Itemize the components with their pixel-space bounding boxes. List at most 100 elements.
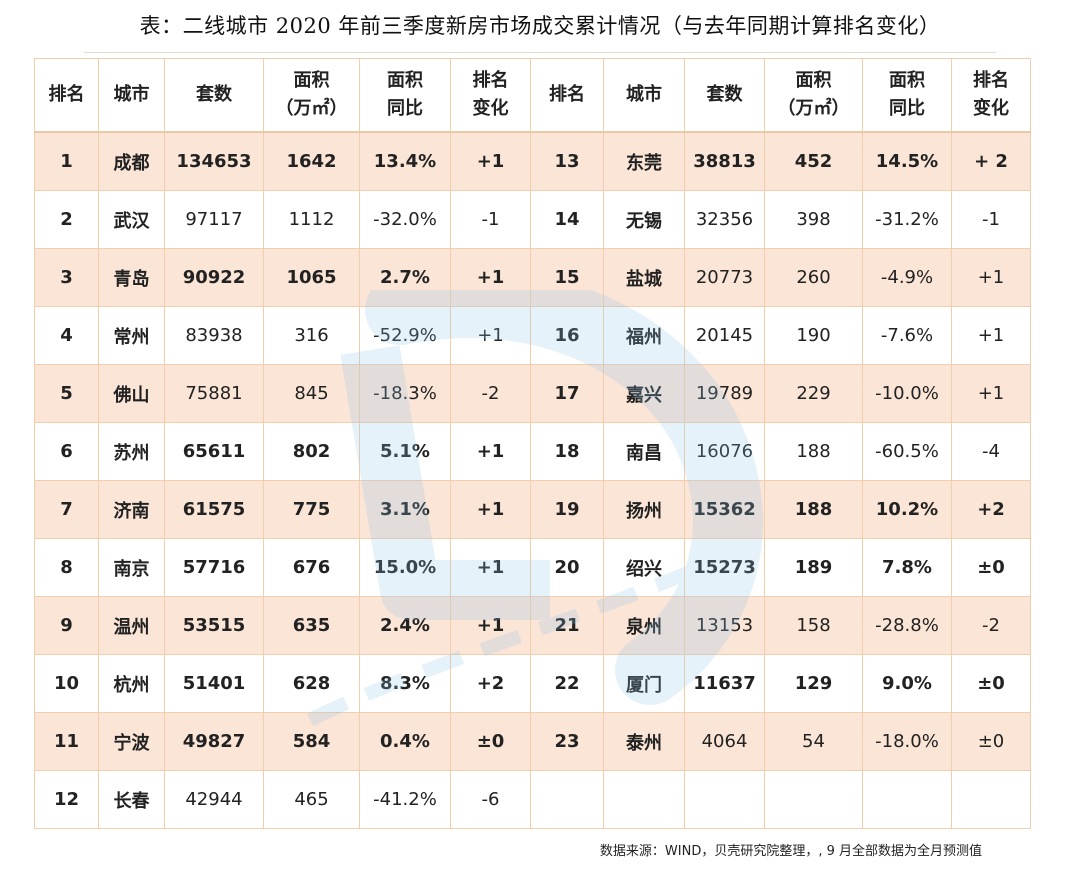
header-area-line1: 面积: [293, 70, 330, 91]
cell-rank: 5: [34, 364, 99, 423]
cell-units: 16076: [684, 422, 765, 481]
cell-rank: 9: [34, 596, 99, 655]
header-row: 排名 城市 套数 面积 （万㎡） 面积 同比 排名 变化 排名 城市 套数 面积 （万㎡…: [34, 58, 1031, 133]
header-yoy-line1: 面积: [889, 70, 925, 91]
cell-city: 温州: [98, 596, 165, 655]
cell-yoy: -41.2%: [359, 770, 451, 829]
cell-area: 316: [263, 306, 360, 365]
table-row: 6 苏州 65611 802 5.1% +1 18 南昌 16076 188 -60.5% -4: [34, 422, 1031, 481]
cell-area: 676: [263, 538, 360, 597]
cell-area: [764, 770, 863, 829]
table-row: 3 青岛 90922 1065 2.7% +1 15 盐城 20773 260 -4.9% +1: [34, 248, 1031, 307]
cell-change: +1: [951, 364, 1031, 423]
cell-area: 188: [764, 422, 863, 481]
cell-area: 229: [764, 364, 863, 423]
cell-change: +2: [951, 480, 1031, 539]
cell-yoy: 3.1%: [359, 480, 451, 539]
cell-city: 绍兴: [603, 538, 685, 597]
cell-yoy: -60.5%: [862, 422, 952, 481]
cell-city: 无锡: [603, 190, 685, 249]
cell-rank: 16: [530, 306, 604, 365]
cell-yoy: 13.4%: [359, 131, 451, 191]
header-rank-change-line2: 变化: [472, 98, 509, 119]
cell-city: 泰州: [603, 712, 685, 771]
header-units: 套数: [684, 58, 765, 133]
cell-change: ±0: [450, 712, 531, 771]
cell-units: [684, 770, 765, 829]
cell-units: 75881: [164, 364, 264, 423]
cell-yoy: -7.6%: [862, 306, 952, 365]
cell-city: 嘉兴: [603, 364, 685, 423]
cell-change: -6: [450, 770, 531, 829]
cell-city: 成都: [98, 131, 165, 191]
header-units: 套数: [164, 58, 264, 133]
cell-yoy: -32.0%: [359, 190, 451, 249]
header-yoy-line1: 面积: [387, 70, 423, 91]
cell-rank: 6: [34, 422, 99, 481]
cell-area: 802: [263, 422, 360, 481]
cell-yoy: 2.7%: [359, 248, 451, 307]
cell-city: 扬州: [603, 480, 685, 539]
cell-yoy: 15.0%: [359, 538, 451, 597]
header-rank-change-line1: 排名: [472, 70, 509, 91]
cell-units: 20145: [684, 306, 765, 365]
cell-yoy: 7.8%: [862, 538, 952, 597]
cell-change: -2: [450, 364, 531, 423]
cell-change: +1: [450, 538, 531, 597]
cell-units: 49827: [164, 712, 264, 771]
cell-area: 189: [764, 538, 863, 597]
cell-yoy: 9.0%: [862, 654, 952, 713]
cell-yoy: 0.4%: [359, 712, 451, 771]
cell-city: 武汉: [98, 190, 165, 249]
cell-city: 南京: [98, 538, 165, 597]
cell-units: 61575: [164, 480, 264, 539]
header-area-line1: 面积: [795, 70, 832, 91]
cell-area: 1642: [263, 131, 360, 191]
cell-area: 452: [764, 131, 863, 191]
cell-area: 775: [263, 480, 360, 539]
header-area: 面积 （万㎡）: [263, 58, 360, 133]
cell-units: 15362: [684, 480, 765, 539]
cell-rank: 4: [34, 306, 99, 365]
cell-units: 15273: [684, 538, 765, 597]
cell-yoy: -4.9%: [862, 248, 952, 307]
cell-change: ±0: [951, 654, 1031, 713]
cell-area: 628: [263, 654, 360, 713]
cell-rank: 8: [34, 538, 99, 597]
cell-city: 常州: [98, 306, 165, 365]
cell-rank: 22: [530, 654, 604, 713]
cell-area: 1112: [263, 190, 360, 249]
cell-change: +1: [450, 131, 531, 191]
cell-city: 泉州: [603, 596, 685, 655]
cell-units: 83938: [164, 306, 264, 365]
title-divider: [84, 52, 996, 53]
cell-units: 57716: [164, 538, 264, 597]
cell-rank: 11: [34, 712, 99, 771]
cell-units: 38813: [684, 131, 765, 191]
cell-change: -1: [951, 190, 1031, 249]
table-row: 8 南京 57716 676 15.0% +1 20 绍兴 15273 189 7.8% ±0: [34, 538, 1031, 597]
cell-city: 厦门: [603, 654, 685, 713]
cell-rank: 14: [530, 190, 604, 249]
cell-city: 盐城: [603, 248, 685, 307]
cell-city: 南昌: [603, 422, 685, 481]
header-area-line2: （万㎡）: [275, 98, 348, 119]
table-body: 1 成都 134653 1642 13.4% +1 13 东莞 38813 452 14.5% + 2…: [34, 131, 1031, 829]
header-rank: 排名: [530, 58, 604, 133]
cell-yoy: 2.4%: [359, 596, 451, 655]
cell-city: 宁波: [98, 712, 165, 771]
cell-change: [951, 770, 1031, 829]
cell-rank: 12: [34, 770, 99, 829]
header-yoy: 面积 同比: [359, 58, 451, 133]
cell-change: -4: [951, 422, 1031, 481]
cell-units: 42944: [164, 770, 264, 829]
table-row: 4 常州 83938 316 -52.9% +1 16 福州 20145 190 -7.6% +1: [34, 306, 1031, 365]
cell-change: -1: [450, 190, 531, 249]
cell-rank: 17: [530, 364, 604, 423]
cell-change: + 2: [951, 131, 1031, 191]
cell-city: 佛山: [98, 364, 165, 423]
header-city: 城市: [98, 58, 165, 133]
cell-units: 4064: [684, 712, 765, 771]
table-row: 7 济南 61575 775 3.1% +1 19 扬州 15362 188 10.2% +2: [34, 480, 1031, 539]
table-row: 1 成都 134653 1642 13.4% +1 13 东莞 38813 452 14.5% + 2: [34, 131, 1031, 191]
